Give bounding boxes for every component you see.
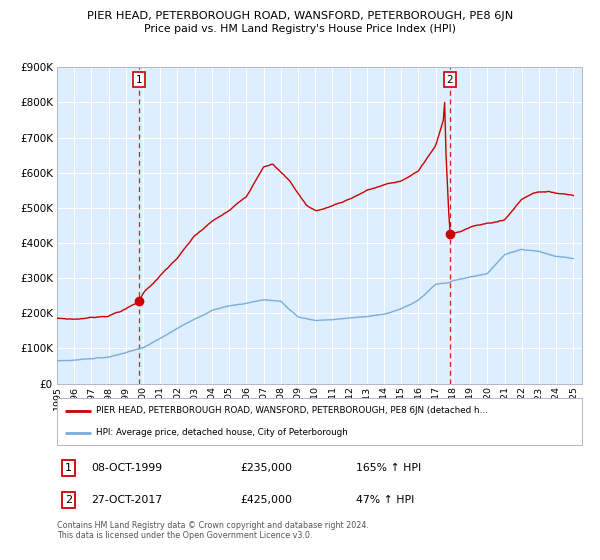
Text: 2: 2 [446, 74, 453, 85]
Text: HPI: Average price, detached house, City of Peterborough: HPI: Average price, detached house, City… [97, 428, 348, 437]
Text: 165% ↑ HPI: 165% ↑ HPI [356, 463, 421, 473]
Text: £235,000: £235,000 [241, 463, 293, 473]
Text: 1: 1 [136, 74, 143, 85]
Text: 1: 1 [65, 463, 72, 473]
Text: 2: 2 [65, 495, 72, 505]
Text: £425,000: £425,000 [241, 495, 293, 505]
Text: 08-OCT-1999: 08-OCT-1999 [91, 463, 162, 473]
Text: PIER HEAD, PETERBOROUGH ROAD, WANSFORD, PETERBOROUGH, PE8 6JN (detached h…: PIER HEAD, PETERBOROUGH ROAD, WANSFORD, … [97, 407, 488, 416]
Text: Price paid vs. HM Land Registry's House Price Index (HPI): Price paid vs. HM Land Registry's House … [144, 24, 456, 34]
Text: 47% ↑ HPI: 47% ↑ HPI [356, 495, 415, 505]
Text: Contains HM Land Registry data © Crown copyright and database right 2024.
This d: Contains HM Land Registry data © Crown c… [57, 521, 369, 540]
Text: 27-OCT-2017: 27-OCT-2017 [91, 495, 162, 505]
Text: PIER HEAD, PETERBOROUGH ROAD, WANSFORD, PETERBOROUGH, PE8 6JN: PIER HEAD, PETERBOROUGH ROAD, WANSFORD, … [87, 11, 513, 21]
